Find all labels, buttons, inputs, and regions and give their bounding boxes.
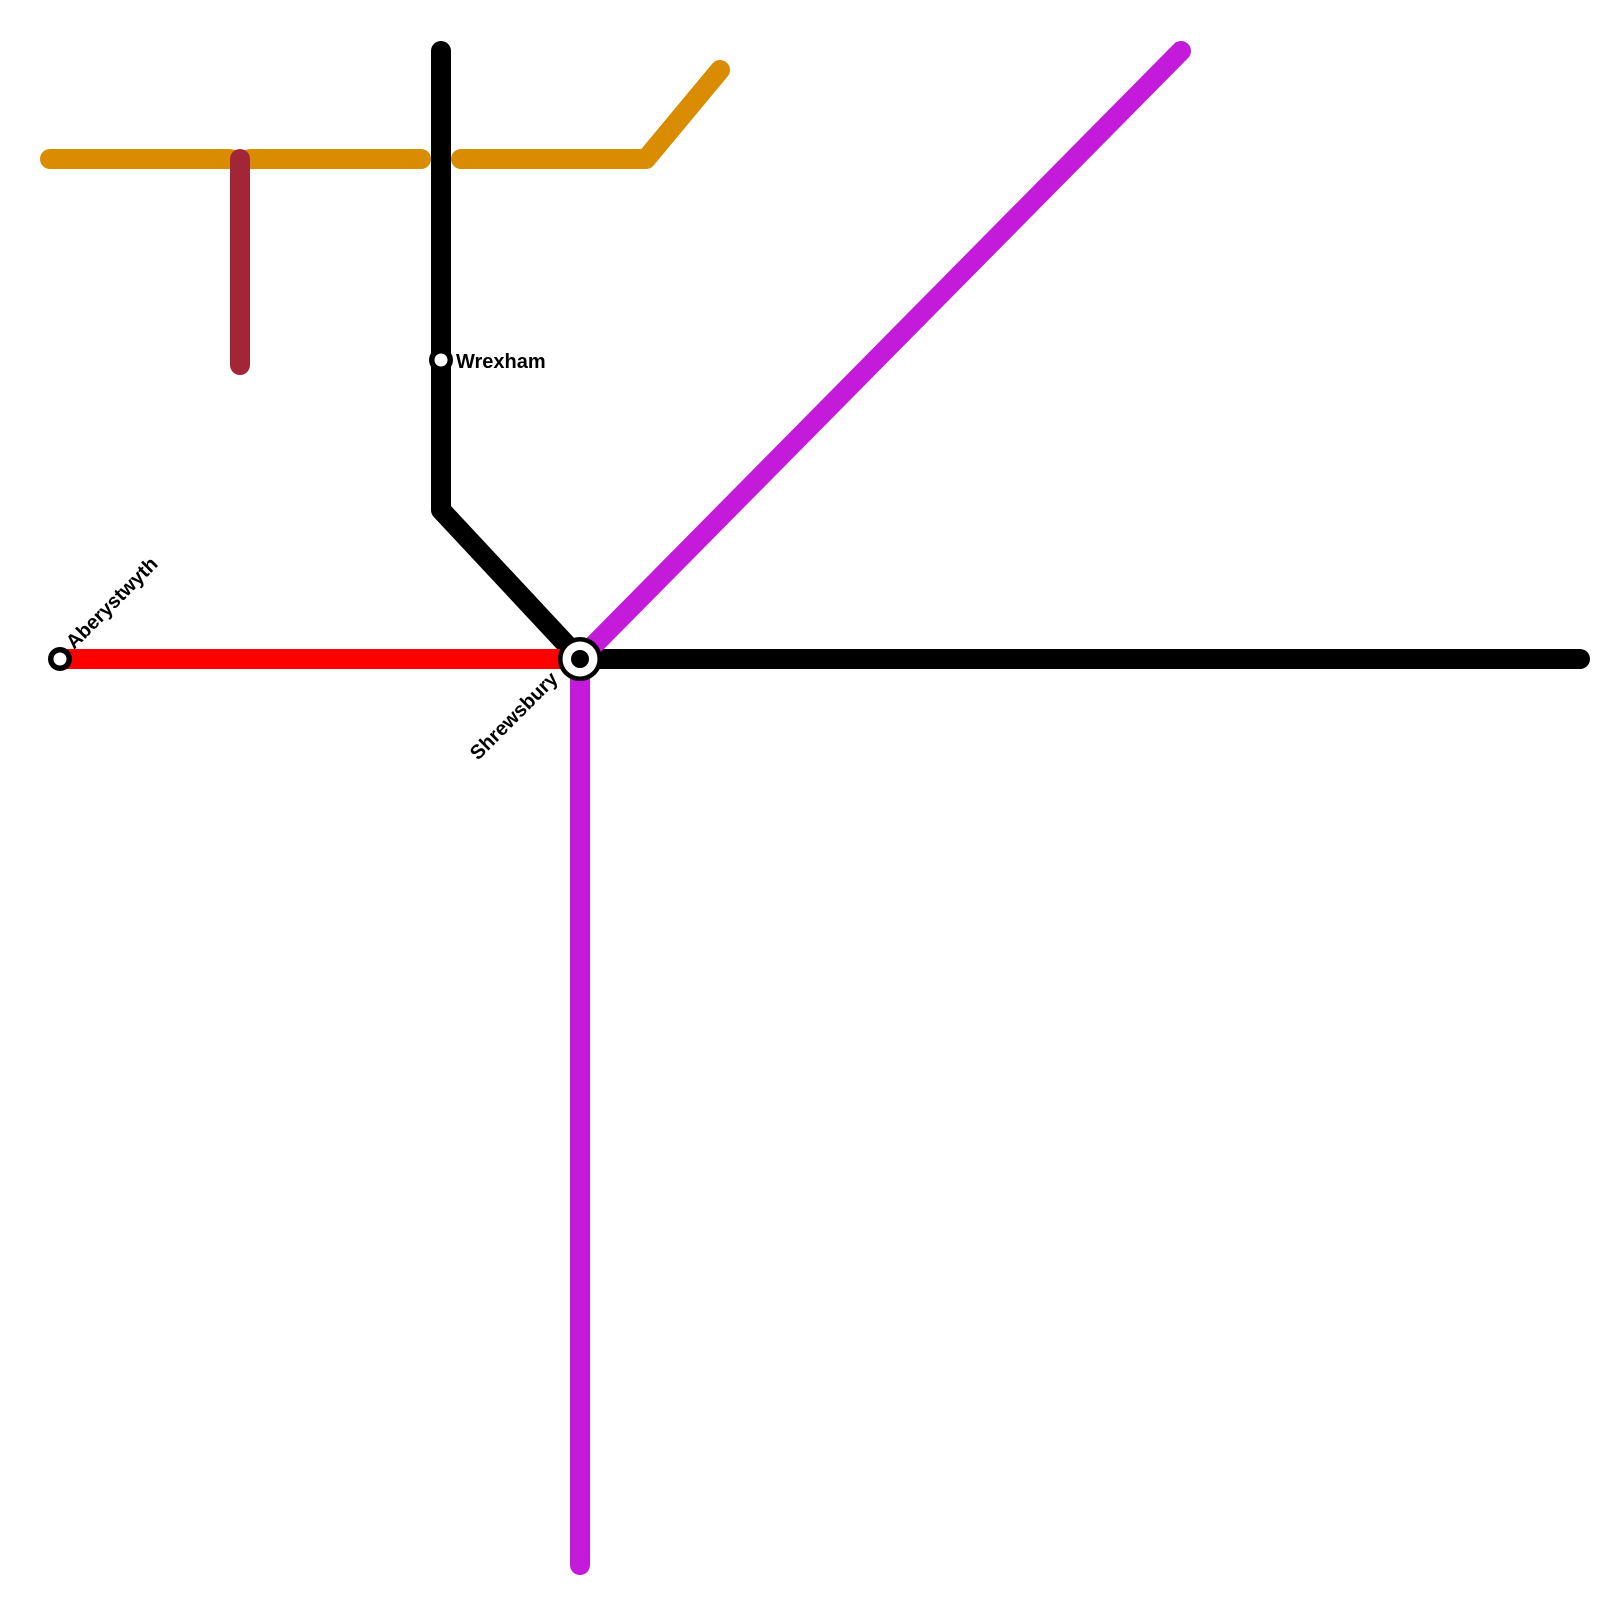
svg-text:Wrexham: Wrexham [456, 351, 546, 373]
